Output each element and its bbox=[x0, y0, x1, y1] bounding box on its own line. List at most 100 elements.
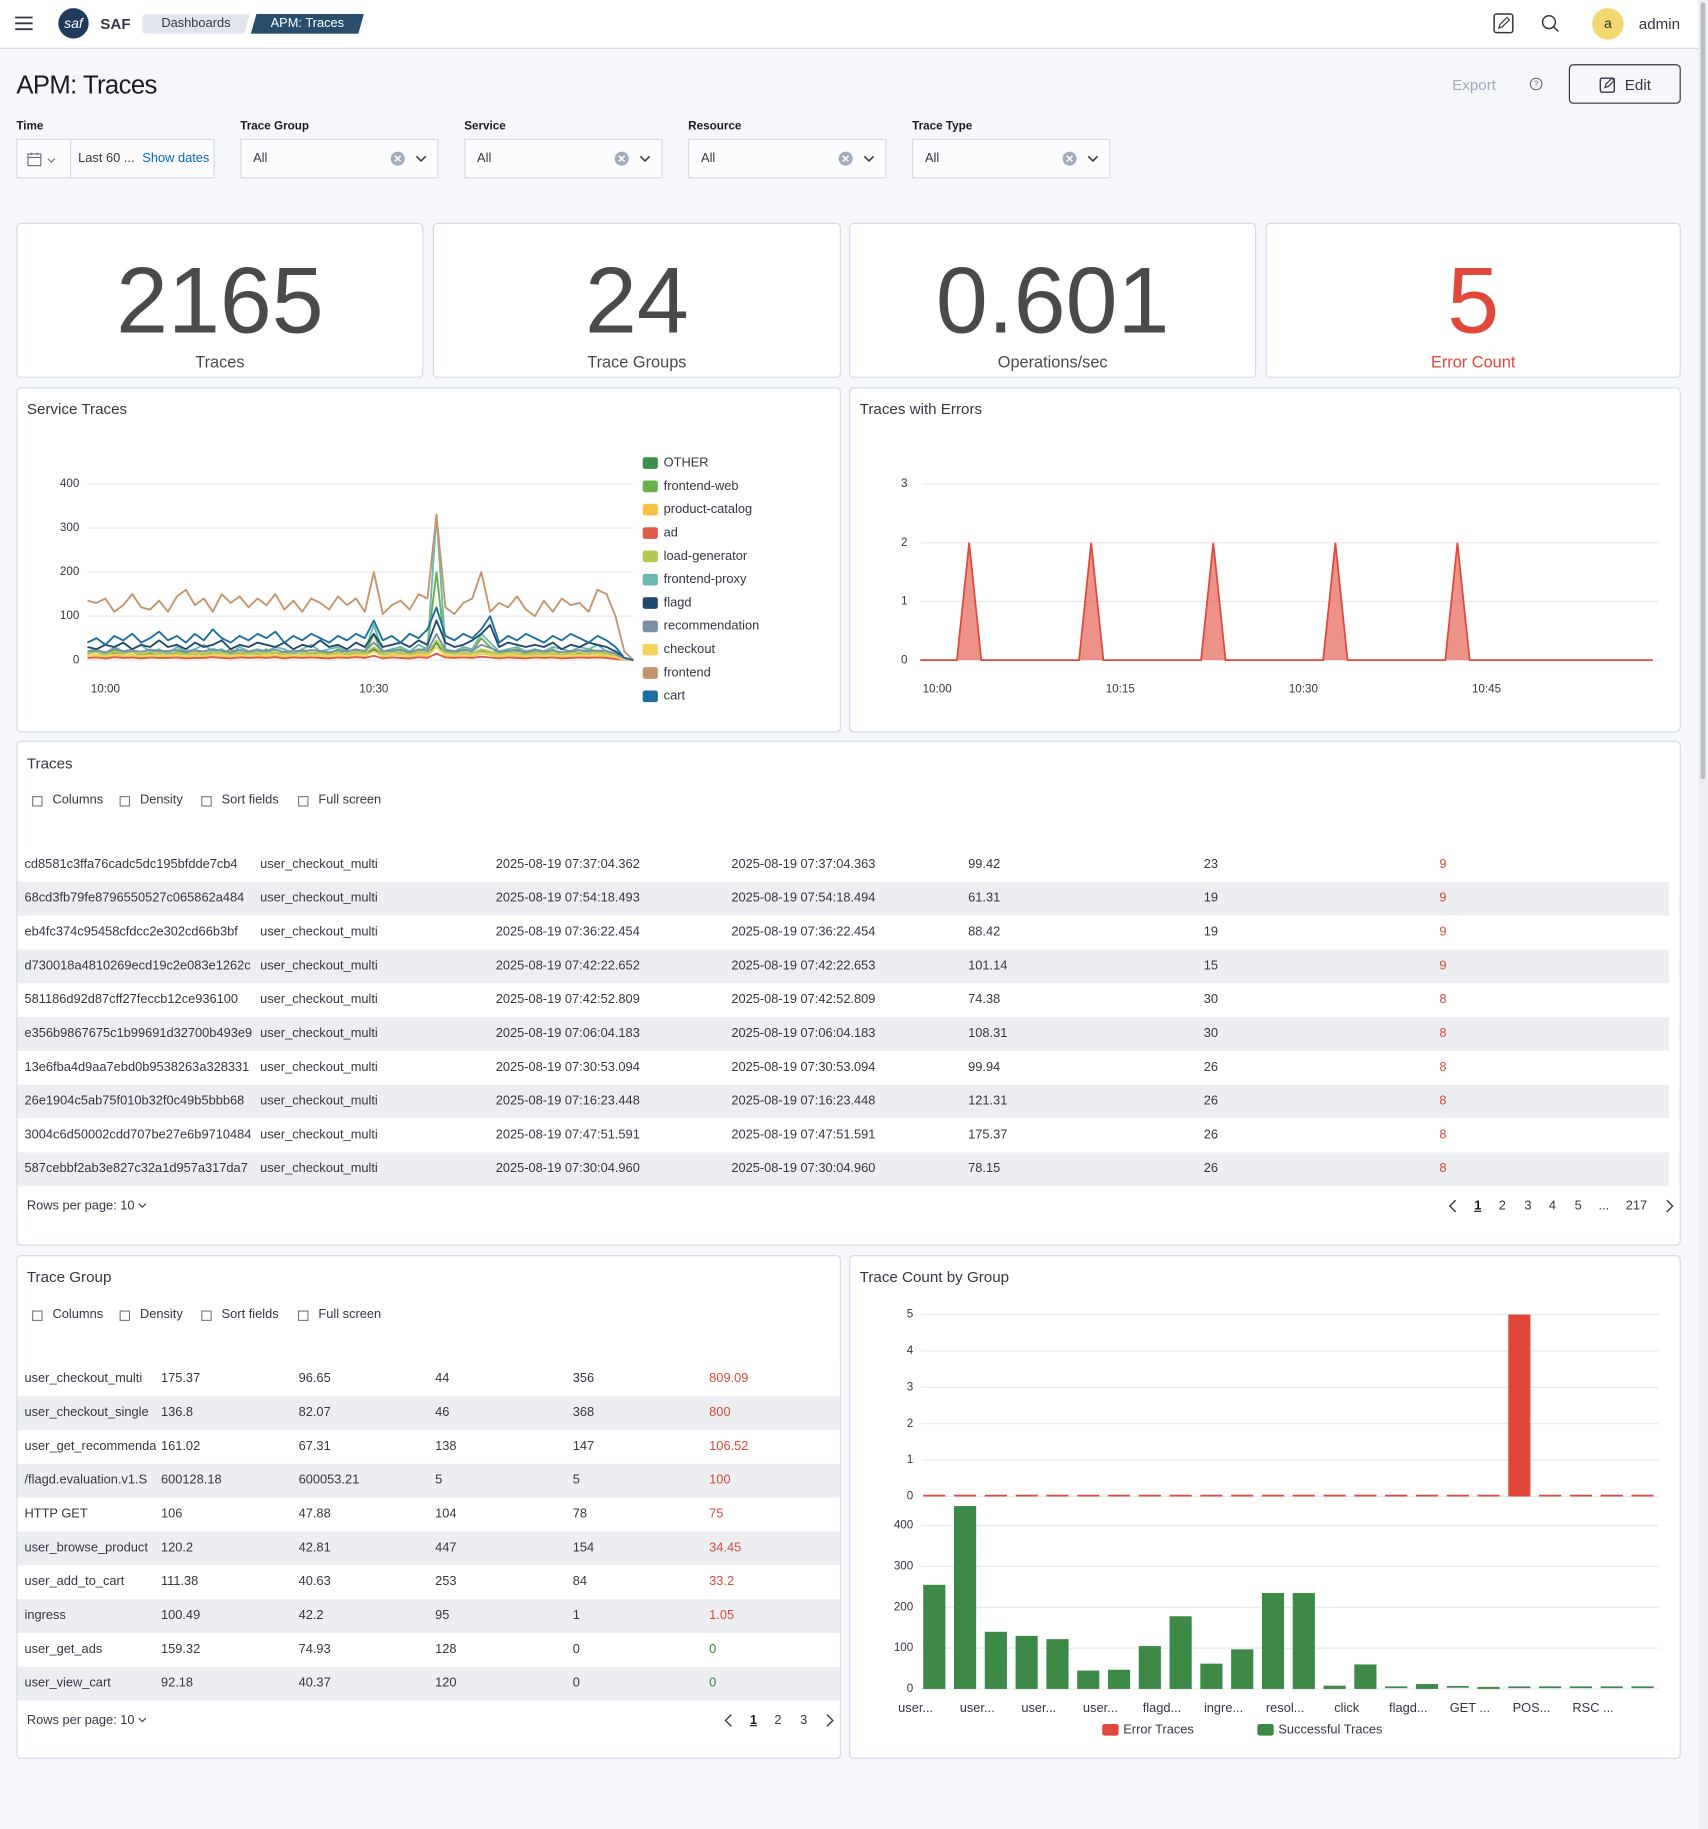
search-icon[interactable] bbox=[1540, 13, 1561, 34]
rows-per-page[interactable]: Rows per page: 10 bbox=[26, 1713, 135, 1728]
filter-box[interactable]: All bbox=[240, 138, 439, 179]
page-link[interactable]: 1 bbox=[1474, 1199, 1482, 1214]
next-page[interactable] bbox=[823, 1713, 835, 1727]
page-link[interactable]: 3 bbox=[1524, 1199, 1532, 1214]
page-link[interactable]: 4 bbox=[1548, 1199, 1557, 1214]
clear-and-chevron[interactable] bbox=[837, 150, 879, 166]
table-cell: 106.52 bbox=[709, 1439, 749, 1454]
toolbar-button[interactable]: Sort fields bbox=[221, 1307, 279, 1322]
page-link[interactable]: 5 bbox=[1574, 1199, 1582, 1214]
table-cell: user_get_ads bbox=[24, 1642, 103, 1657]
table-cell: 2025-08-19 07:06:04.183 bbox=[731, 1026, 876, 1041]
prev-page[interactable] bbox=[723, 1713, 735, 1727]
metric-value: 0.601 bbox=[935, 248, 1170, 353]
table-cell: 26 bbox=[1203, 1094, 1219, 1109]
toolbar-button[interactable]: Columns bbox=[52, 1307, 104, 1322]
trace-group-panel: Trace Group Columns Density Sort fields Full… bbox=[16, 1255, 841, 1759]
table-cell: 88.42 bbox=[968, 924, 1001, 939]
table-cell: user_checkout_multi bbox=[260, 1026, 378, 1041]
rows-per-page[interactable]: Rows per page: 10 bbox=[26, 1199, 135, 1214]
table-cell: 5 bbox=[435, 1473, 443, 1488]
table-cell: 34.45 bbox=[709, 1540, 742, 1555]
prev-page[interactable] bbox=[1448, 1199, 1460, 1213]
table-row: user_view_cart 92.18 40.37 120 0 0 bbox=[17, 1666, 840, 1701]
table-cell: 600053.21 bbox=[298, 1473, 360, 1488]
filter-box[interactable]: All bbox=[912, 138, 1111, 179]
avatar[interactable]: a bbox=[1592, 8, 1624, 40]
logo[interactable]: saf bbox=[57, 7, 90, 40]
table-cell: 15 bbox=[1203, 958, 1219, 973]
table-cell: 44 bbox=[435, 1371, 450, 1386]
filter-value: All bbox=[253, 151, 268, 166]
edit-button-icon bbox=[1599, 77, 1616, 93]
table-cell: user_checkout_multi bbox=[260, 1161, 378, 1176]
breadcrumb[interactable]: Dashboards bbox=[142, 13, 250, 34]
page-link[interactable]: 1 bbox=[749, 1713, 758, 1728]
toolbar-button[interactable]: Density bbox=[139, 793, 183, 808]
show-dates[interactable]: Show dates bbox=[142, 151, 210, 166]
table-cell: 136.8 bbox=[160, 1405, 194, 1420]
toolbar-button[interactable]: Sort fields bbox=[221, 793, 279, 808]
toolbar-icon bbox=[32, 1310, 43, 1321]
table-cell: 9 bbox=[1439, 958, 1447, 973]
table-cell: user_view_cart bbox=[24, 1676, 111, 1691]
table-row: user_browse_product 120.2 42.81 447 154 34.45 bbox=[17, 1531, 840, 1566]
table-cell: user_get_recommenda bbox=[24, 1439, 157, 1454]
table-cell: 8 bbox=[1439, 1026, 1447, 1041]
clear-and-chevron[interactable] bbox=[614, 150, 656, 166]
table-cell: 587cebbf2ab3e827c32a1d957a317da7 bbox=[24, 1161, 248, 1176]
breadcrumb[interactable]: APM: Traces bbox=[250, 13, 364, 34]
metric-panel: 2165 Traces bbox=[16, 222, 424, 378]
edit-button[interactable]: Edit bbox=[1568, 64, 1681, 104]
page-link[interactable]: 3 bbox=[800, 1713, 808, 1728]
toolbar-button[interactable]: Density bbox=[139, 1307, 183, 1322]
page-link[interactable]: 2 bbox=[1498, 1199, 1506, 1214]
toolbar-button[interactable]: Full screen bbox=[318, 1307, 382, 1322]
chevron[interactable] bbox=[138, 1717, 147, 1724]
table-row: d730018a4810269ecd19c2e083e1262c user_che… bbox=[17, 949, 1670, 984]
table-cell: 40.37 bbox=[298, 1676, 331, 1691]
calendar-icon bbox=[27, 152, 56, 167]
table-cell: 23 bbox=[1203, 857, 1219, 872]
table-cell: 2025-08-19 07:42:52.809 bbox=[495, 992, 640, 1007]
metric-panel: 24 Trace Groups bbox=[432, 222, 841, 378]
table-cell: 161.02 bbox=[160, 1439, 201, 1454]
table-cell: 78 bbox=[572, 1506, 587, 1521]
scrollbar[interactable] bbox=[1698, 0, 1708, 1829]
filter-box[interactable]: Last 60 ... Show dates bbox=[16, 138, 215, 179]
toolbar-button[interactable]: Columns bbox=[52, 793, 104, 808]
filter-value: Last 60 ... bbox=[78, 151, 135, 166]
clear-and-chevron[interactable] bbox=[1061, 150, 1103, 166]
table-row: /flagd.evaluation.v1.S 600128.18 600053.21… bbox=[17, 1463, 840, 1498]
clear-and-chevron[interactable] bbox=[390, 150, 432, 166]
metric-label: Error Count bbox=[1430, 352, 1516, 371]
filter-box[interactable]: All bbox=[688, 138, 887, 179]
table-cell: /flagd.evaluation.v1.S bbox=[24, 1473, 148, 1488]
table-cell: HTTP GET bbox=[24, 1506, 88, 1521]
table-cell: ingress bbox=[24, 1608, 66, 1623]
filter-box[interactable]: All bbox=[464, 138, 663, 179]
toolbar-button[interactable]: Full screen bbox=[318, 793, 382, 808]
edit-icon[interactable] bbox=[1492, 12, 1515, 35]
table-cell: 100.49 bbox=[160, 1608, 201, 1623]
table-cell: 26e1904c5ab75f010b32f0c49b5bbb68 bbox=[24, 1094, 245, 1109]
chevron[interactable] bbox=[138, 1203, 147, 1210]
table-cell: 121.31 bbox=[968, 1094, 1008, 1109]
page-link[interactable]: 217 bbox=[1625, 1199, 1648, 1214]
table-cell: user_checkout_multi bbox=[260, 1060, 378, 1075]
table-cell: 2025-08-19 07:16:23.448 bbox=[731, 1094, 876, 1109]
table-cell: cd8581c3ffa76cadc5dc195bfdde7cb4 bbox=[24, 857, 238, 872]
page-link[interactable]: ... bbox=[1598, 1199, 1610, 1214]
user-name[interactable]: admin bbox=[1638, 15, 1681, 33]
export-button[interactable]: Export bbox=[1452, 75, 1496, 94]
metric-panel: 5 Error Count bbox=[1265, 222, 1681, 378]
table-cell: 2025-08-19 07:42:22.652 bbox=[495, 958, 640, 973]
table-cell: 92.18 bbox=[160, 1676, 194, 1691]
next-page[interactable] bbox=[1663, 1199, 1675, 1213]
menu-icon[interactable] bbox=[14, 14, 35, 33]
help-icon[interactable]: ? bbox=[1529, 77, 1543, 91]
filter-value: All bbox=[477, 151, 492, 166]
table-cell: 581186d92d87cff27feccb12ce936100 bbox=[24, 992, 239, 1007]
table-row: 581186d92d87cff27feccb12ce936100 user_che… bbox=[17, 983, 1670, 1018]
page-link[interactable]: 2 bbox=[774, 1713, 782, 1728]
